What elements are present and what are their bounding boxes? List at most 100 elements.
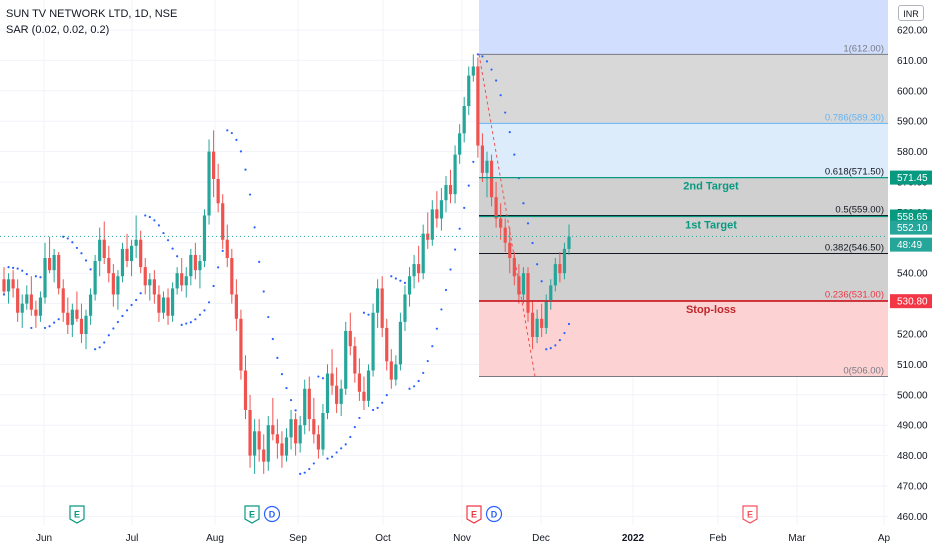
label-2nd-target: 2nd Target [683, 181, 739, 193]
price-tag[interactable] [890, 294, 932, 309]
candle-body [339, 388, 343, 404]
sar-dot [16, 267, 19, 270]
sar-dot [285, 386, 288, 390]
candle-body [157, 294, 161, 313]
candle-body [494, 197, 498, 219]
candle-body [298, 425, 302, 444]
symbol-title[interactable]: SUN TV NETWORK LTD, 1D, NSE [6, 8, 178, 20]
sar-dot [513, 153, 516, 156]
fib-label-0: 0(506.00) [843, 366, 884, 377]
price-axis-bg [888, 0, 932, 550]
fibonacci-retracement[interactable]: 1(612.00) 0.786(589.30) 0.618(571.50) 0.5(5… [478, 0, 888, 378]
time-axis[interactable]: Jun Jul Aug Sep Oct Nov Dec 2022 Feb Mar Ap [36, 533, 891, 544]
candle-body [335, 385, 339, 404]
candle-body [353, 346, 357, 374]
candle-body [175, 273, 179, 289]
candle-body [330, 373, 334, 386]
candle-body [120, 248, 125, 277]
candle-body [517, 276, 521, 295]
sar-dot [71, 241, 74, 244]
earnings-icon[interactable] [466, 505, 482, 524]
sar-dot [57, 318, 60, 321]
sar-dot [221, 249, 224, 252]
sar-dot [48, 325, 51, 328]
candle-body [380, 288, 384, 328]
candle-body [366, 370, 371, 401]
earnings-icon[interactable] [244, 505, 260, 524]
sar-dot [312, 462, 315, 465]
fib-label-0.236: 0.236(531.00) [825, 290, 884, 301]
price-tag-label: 571.45 [897, 173, 928, 184]
candle-body [257, 431, 261, 450]
time-tick-dec: Dec [532, 533, 550, 544]
candle-body [562, 248, 567, 274]
sar-dot [107, 334, 110, 337]
sar-dot [362, 311, 366, 314]
dividend-icon[interactable] [485, 505, 503, 523]
fib-zone-0.382 [479, 253, 888, 301]
sar-dot [403, 281, 407, 284]
sar-dot [34, 275, 37, 278]
candle-body [553, 264, 557, 286]
sar-dot [481, 55, 484, 58]
sar-dot [144, 214, 147, 217]
sar-dot [80, 252, 83, 255]
candle-body [348, 330, 352, 347]
sar-dot [417, 379, 420, 383]
candle-body [312, 419, 316, 435]
candle-body [125, 248, 129, 262]
candle-body [549, 285, 553, 301]
candle-body [439, 200, 444, 219]
sar-dot [171, 247, 174, 250]
sar-dot [504, 111, 507, 114]
sar-indicator-label[interactable]: SAR (0.02, 0.02, 0.2) [6, 24, 110, 36]
price-tag[interactable] [890, 209, 932, 224]
candle-body [398, 321, 403, 365]
sar-dot [289, 398, 293, 402]
candle-body [61, 288, 65, 313]
candle-body [421, 233, 425, 274]
sar-dot [435, 327, 438, 330]
sar-dot [463, 206, 466, 209]
price-tick-label: 460.00 [897, 512, 928, 523]
fib-zone-1 [479, 54, 888, 124]
sar-dot [554, 344, 557, 347]
fib-trendline[interactable] [478, 54, 536, 377]
currency-badge[interactable]: INR [898, 5, 924, 21]
candle-body [544, 300, 548, 328]
price-tag[interactable] [890, 220, 932, 235]
candle-body [480, 145, 485, 173]
candle-body [170, 288, 175, 316]
price-tag[interactable] [890, 237, 932, 252]
sar-dot [75, 246, 79, 250]
sar-dot [139, 292, 142, 295]
price-tick-label: 520.00 [897, 330, 928, 341]
candle-body [143, 267, 147, 286]
fib-zone-0.5 [479, 215, 888, 254]
candle-body [202, 215, 207, 262]
price-tag[interactable] [890, 170, 932, 185]
sar-dot [176, 255, 179, 258]
sar-dot [162, 231, 165, 235]
price-tick-label: 490.00 [897, 421, 928, 432]
sar-dot [431, 345, 434, 348]
event-marker-label: E [471, 510, 477, 520]
candle-body [25, 294, 29, 304]
sar-dot [39, 276, 42, 279]
candle-body [225, 239, 229, 258]
sar-dot [230, 131, 233, 135]
price-tick-label: 470.00 [897, 482, 928, 493]
sar-dot [563, 331, 566, 335]
earnings-icon[interactable] [742, 505, 758, 524]
sar-dot [148, 215, 151, 219]
price-axis[interactable]: 620.00610.00600.00590.00580.00570.00560.… [888, 0, 932, 550]
time-tick-mar: Mar [788, 533, 806, 544]
candle-body [161, 297, 166, 313]
sar-dot [476, 53, 479, 56]
candle-body [166, 297, 170, 316]
fib-label-0.382: 0.382(546.50) [825, 242, 884, 253]
dividend-icon[interactable] [263, 505, 281, 523]
earnings-icon[interactable] [69, 505, 85, 524]
